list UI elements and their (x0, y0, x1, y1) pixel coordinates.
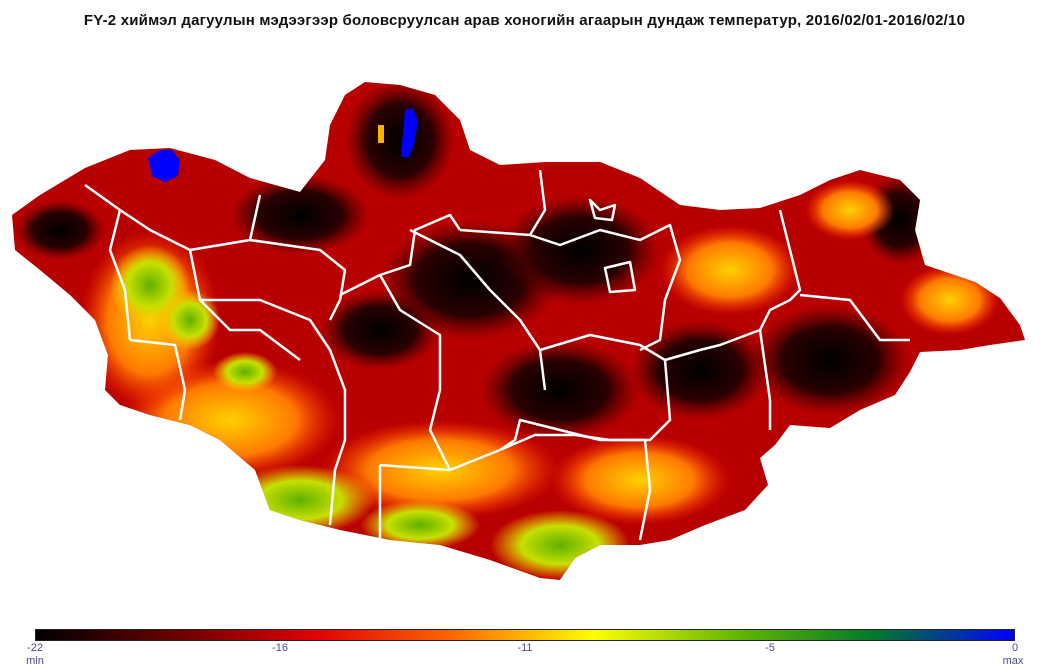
map-title: FY-2 хиймэл дагуулын мэдээгээр боловсруу… (83, 12, 966, 29)
warm-pixel-patch (378, 125, 384, 143)
colorbar-tick-label: -16 (272, 642, 288, 654)
province-boundaries (84, 169, 910, 541)
lake-khuvsgul (401, 108, 418, 158)
lake-uvs (148, 150, 180, 182)
colorbar-min-label: min (26, 655, 44, 667)
colorbar-max-label: max (1002, 655, 1024, 667)
temperature-map (12, 82, 1025, 580)
colorbar-tick-label: -5 (765, 642, 775, 654)
colorbar (35, 629, 1015, 641)
colorbar-tick-label: 0 (1011, 642, 1019, 654)
colorbar-tick-label: -22 (27, 642, 43, 654)
colorbar-tick-label: -11 (517, 642, 533, 654)
